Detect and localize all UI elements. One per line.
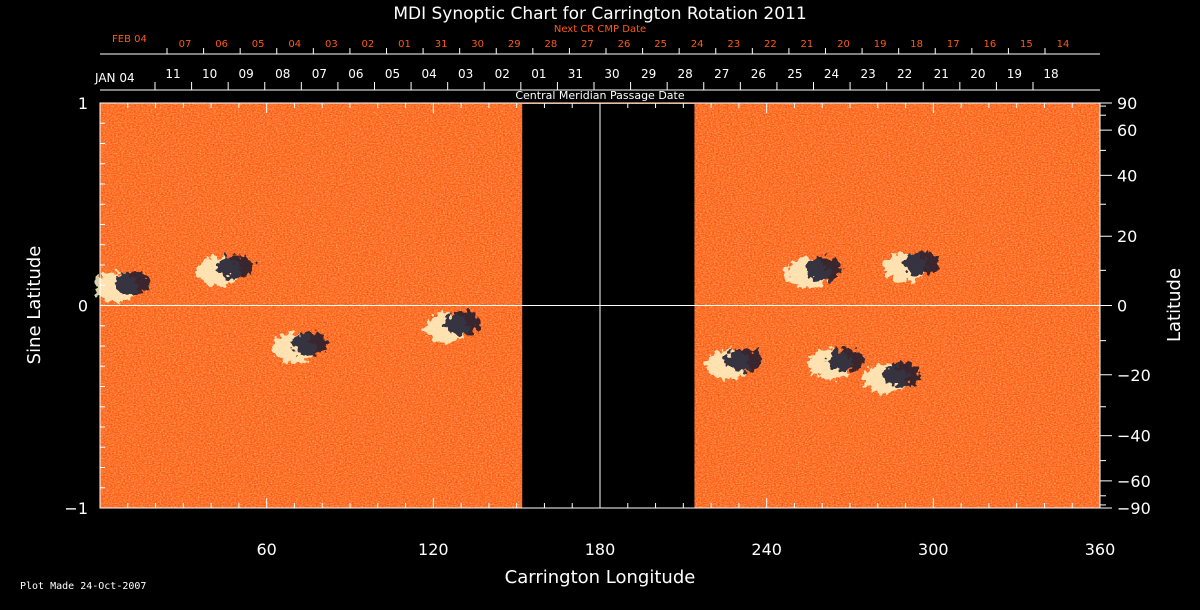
next-cr-date: 07 <box>179 39 192 50</box>
next-cr-date: 23 <box>727 39 740 50</box>
y-tick-label-left: 0 <box>78 297 88 316</box>
cmp-date: 23 <box>860 67 875 81</box>
cmp-date: 22 <box>897 67 912 81</box>
tick-labels: 60 120 180 240 300 36010−1906040200−20−40−60−… <box>64 39 1150 559</box>
y-tick-label-right: 0 <box>1117 297 1127 316</box>
x-tick-label: 120 <box>418 540 449 559</box>
next-cr-date: 19 <box>874 39 887 50</box>
active-region <box>863 362 920 394</box>
cmp-date: 01 <box>531 67 546 81</box>
y-tick-label-right: 60 <box>1117 121 1137 140</box>
next-cr-date: 26 <box>618 39 631 50</box>
active-region <box>424 311 481 343</box>
x-axis-label: Carrington Longitude <box>505 567 696 588</box>
next-cr-date: 05 <box>252 39 265 50</box>
active-regions <box>94 251 940 394</box>
next-cr-date: 28 <box>544 39 557 50</box>
cmp-date: 10 <box>202 67 217 81</box>
negative-polarity <box>828 348 865 373</box>
next-cr-date: 20 <box>837 39 850 50</box>
cmp-date: 03 <box>458 67 473 81</box>
cmp-date: 11 <box>165 67 180 81</box>
next-cr-month: FEB 04 <box>112 34 147 45</box>
x-tick-label: 180 <box>585 540 616 559</box>
cmp-date: 05 <box>385 67 400 81</box>
next-cr-date: 14 <box>1057 39 1070 50</box>
cmp-date: 02 <box>495 67 510 81</box>
y-tick-label-right: −20 <box>1117 366 1151 385</box>
active-region <box>94 271 151 303</box>
x-tick-label: 60 <box>256 540 276 559</box>
y-tick-label-right: 40 <box>1117 166 1137 185</box>
y-tick-label-right: 20 <box>1117 227 1137 246</box>
cmp-date: 18 <box>1043 67 1058 81</box>
cmp-date: 31 <box>568 67 583 81</box>
cmp-date: 29 <box>641 67 656 81</box>
x-tick-label: 360 <box>1085 540 1116 559</box>
cmp-date: 26 <box>751 67 766 81</box>
next-cr-date: 03 <box>325 39 338 50</box>
y-tick-label-left: 1 <box>78 94 88 113</box>
negative-polarity <box>292 332 328 356</box>
active-region <box>272 332 328 363</box>
active-region <box>883 251 940 282</box>
cmp-date: 09 <box>239 67 254 81</box>
cmp-date: 04 <box>421 67 436 81</box>
cmp-label: Central Meridian Passage Date <box>515 89 684 102</box>
negative-polarity <box>217 255 253 280</box>
cmp-date: 20 <box>970 67 985 81</box>
negative-polarity <box>114 271 151 296</box>
cmp-date: 19 <box>1007 67 1022 81</box>
next-cr-label: Next CR CMP Date <box>554 24 646 35</box>
y-tick-label-right: −40 <box>1117 427 1151 446</box>
y-tick-label-right: 90 <box>1117 94 1137 113</box>
y-tick-label-left: −1 <box>64 499 88 518</box>
next-cr-date: 22 <box>764 39 777 50</box>
next-cr-date: 30 <box>471 39 484 50</box>
active-region <box>197 255 253 287</box>
active-region <box>785 257 842 289</box>
next-cr-date: 18 <box>910 39 923 50</box>
next-cr-date: 01 <box>398 39 411 50</box>
cmp-date: 27 <box>714 67 729 81</box>
y-axis-label-right: Latitude <box>1164 268 1185 342</box>
next-cr-date: 16 <box>983 39 996 50</box>
cmp-date: 30 <box>604 67 619 81</box>
next-cr-date: 04 <box>288 39 301 50</box>
cmp-month: JAN 04 <box>94 71 135 85</box>
negative-polarity <box>883 362 920 387</box>
next-cr-date: 21 <box>801 39 814 50</box>
y-axis-label-left: Sine Latitude <box>24 246 45 365</box>
active-region <box>705 348 762 380</box>
cmp-date: 25 <box>787 67 802 81</box>
next-cr-date: 27 <box>581 39 594 50</box>
footer-note: Plot Made 24-Oct-2007 <box>20 581 146 592</box>
negative-polarity <box>444 311 481 336</box>
next-cr-date: 31 <box>435 39 448 50</box>
cmp-date: 21 <box>934 67 949 81</box>
next-cr-date: 06 <box>215 39 228 50</box>
next-cr-date: 24 <box>691 39 704 50</box>
negative-polarity <box>805 257 842 282</box>
x-tick-label: 300 <box>918 540 949 559</box>
next-cr-date: 15 <box>1020 39 1033 50</box>
y-tick-label-right: −60 <box>1117 472 1151 491</box>
cmp-date: 07 <box>312 67 327 81</box>
negative-polarity <box>725 348 762 373</box>
cmp-date: 08 <box>275 67 290 81</box>
next-cr-date: 17 <box>947 39 960 50</box>
x-tick-label: 240 <box>751 540 782 559</box>
chart-title: MDI Synoptic Chart for Carrington Rotati… <box>393 4 806 24</box>
y-tick-label-right: −90 <box>1117 499 1151 518</box>
cmp-date: 28 <box>678 67 693 81</box>
next-cr-date: 25 <box>654 39 667 50</box>
next-cr-date: 29 <box>508 39 521 50</box>
tick-marks <box>99 48 1112 509</box>
cmp-date: 24 <box>824 67 839 81</box>
next-cr-date: 02 <box>362 39 375 50</box>
active-region <box>808 348 865 380</box>
negative-polarity <box>903 251 940 275</box>
cmp-date: 06 <box>348 67 363 81</box>
